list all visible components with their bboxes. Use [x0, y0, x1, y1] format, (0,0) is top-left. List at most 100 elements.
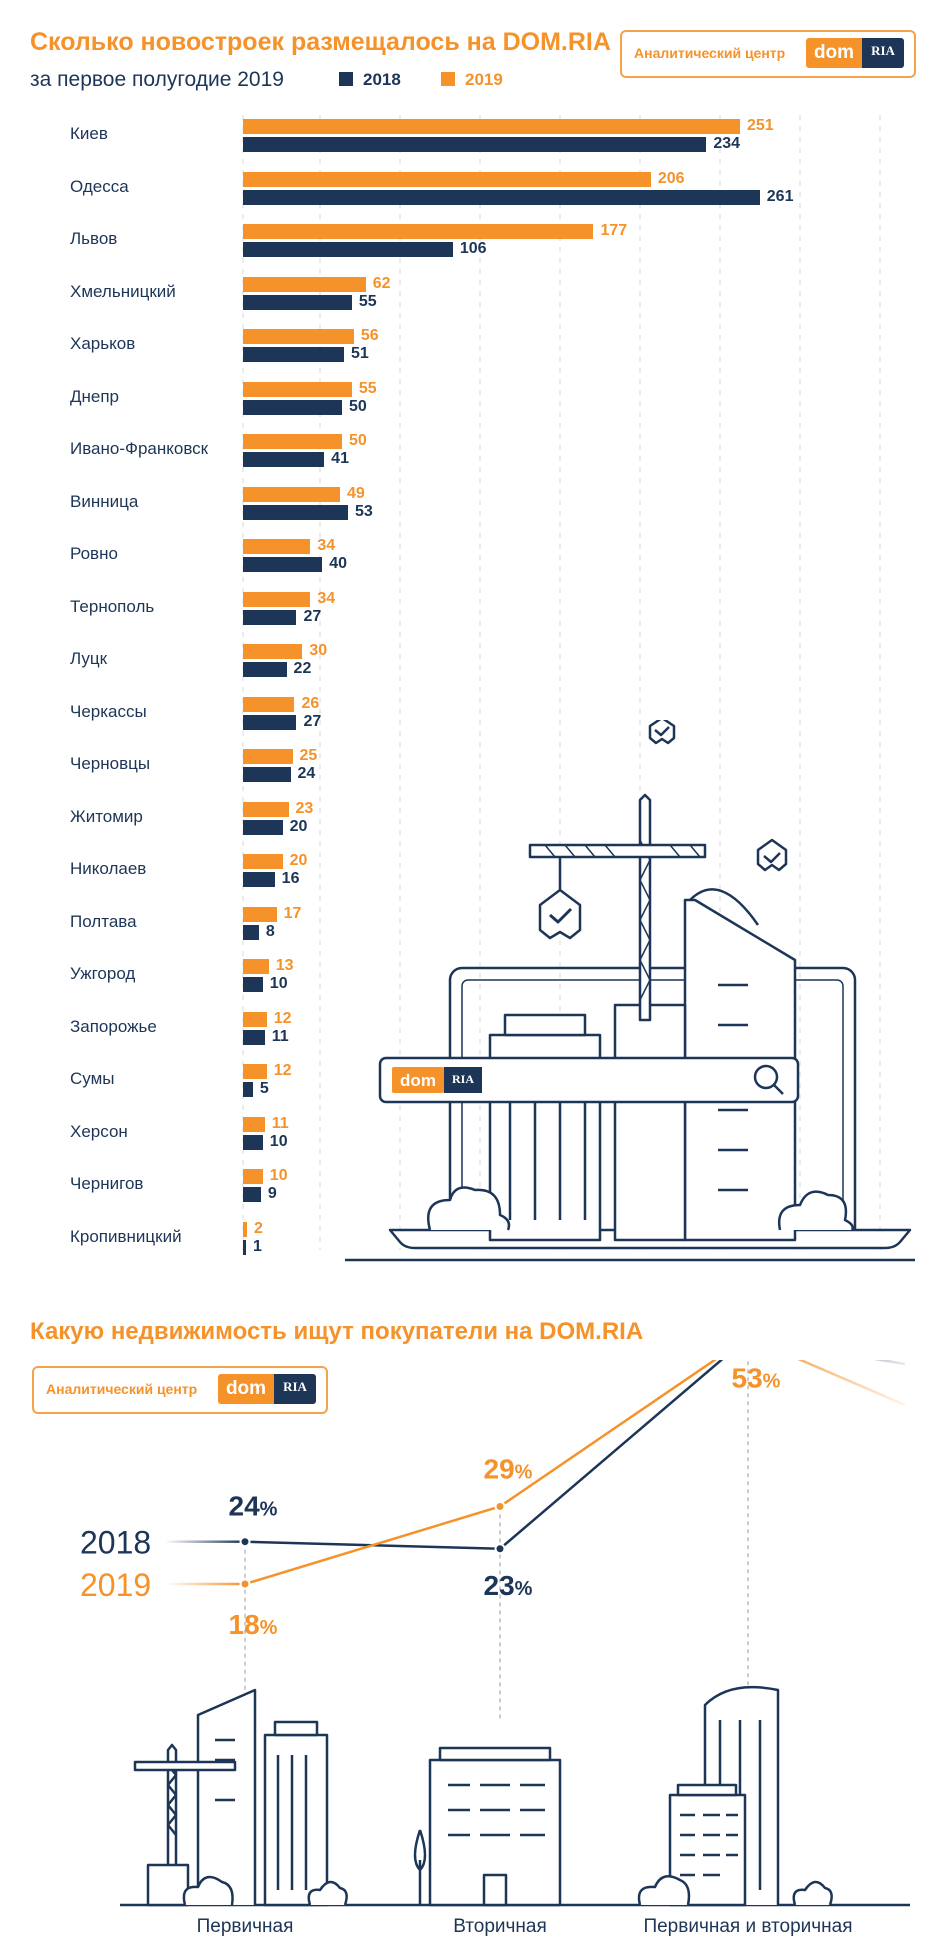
- legend-2019-swatch: [441, 72, 455, 86]
- city-label: Херсон: [70, 1121, 128, 1141]
- value-2019: 56: [360, 327, 379, 344]
- category-label: Первичная и вторичная: [643, 1916, 852, 1937]
- series-2019-leadout: [797, 1360, 906, 1407]
- value-2018: 10: [269, 975, 288, 992]
- value-2019: 34: [317, 589, 336, 607]
- point-2018: [494, 1543, 506, 1555]
- bar-2019: [243, 539, 311, 554]
- city-label: Кропивницкий: [70, 1226, 182, 1246]
- bar-2018: [243, 1239, 246, 1255]
- chart2-line-chart: 24%23%53%18%29%53%20182019ПервичнаяВтори…: [80, 1360, 910, 1937]
- city-label: Ровно: [70, 544, 118, 563]
- ria-logo-text: RIA: [871, 43, 895, 58]
- value-2019: 26: [301, 694, 320, 712]
- chart1-subtitle: за первое полугодие 2019: [30, 68, 284, 91]
- value-2018: 27: [303, 607, 322, 625]
- bar-2018: [243, 504, 348, 520]
- point-2019: [494, 1500, 506, 1512]
- value-2019: 10: [269, 1167, 288, 1184]
- bar-2019: [243, 854, 283, 869]
- bar-2018: [243, 662, 287, 677]
- bar-2018: [243, 1082, 253, 1097]
- brand-label: Аналитический центр: [634, 45, 786, 61]
- bar-2019: [243, 1169, 263, 1184]
- city-label: Ужгород: [70, 964, 136, 983]
- point-2019: [239, 1578, 251, 1590]
- category-label: Первичная: [197, 1916, 294, 1937]
- value-2019: 13: [275, 957, 294, 974]
- value-2018: 234: [713, 135, 741, 152]
- value-2019: 2: [253, 1219, 263, 1237]
- bar-2019: [243, 329, 354, 344]
- value-2019: 30: [309, 642, 328, 659]
- bar-2018: [243, 399, 342, 415]
- brand-badge-bottom[interactable]: Аналитический центр dom RIA: [32, 1366, 328, 1414]
- ria-logo-2: RIA: [274, 1374, 316, 1404]
- value-2018: 22: [293, 660, 312, 677]
- city-label: Львов: [70, 229, 118, 248]
- value-2019: 20: [289, 852, 308, 869]
- city-label: Сумы: [70, 1069, 115, 1088]
- city-label: Луцк: [70, 649, 108, 668]
- city-label: Киев: [70, 124, 108, 143]
- value-2019: 62: [372, 274, 391, 292]
- bar-2018: [243, 1134, 263, 1150]
- bar-2019: [243, 696, 295, 712]
- series-2019-leadin: [165, 1582, 245, 1586]
- city-label: Чернигов: [70, 1174, 144, 1193]
- bar-2018: [243, 924, 259, 940]
- bar-2019: [243, 224, 594, 239]
- svg-text:RIA: RIA: [452, 1072, 474, 1086]
- value-2019: 25: [299, 747, 318, 764]
- dom-logo-2: dom: [218, 1374, 274, 1404]
- data-label-2018: 24%: [229, 1491, 278, 1522]
- laptop-construction-illustration: dom RIA: [345, 720, 915, 1262]
- city-label: Днепр: [70, 386, 120, 406]
- city-label: Ивано-Франковск: [70, 439, 209, 458]
- city-label: Хмельницкий: [70, 281, 176, 301]
- buildings-illustration: [120, 1685, 910, 1907]
- value-2018: 16: [281, 870, 300, 887]
- value-2018: 40: [329, 555, 347, 572]
- data-label-2019: 53%: [732, 1362, 781, 1393]
- bar-2019: [243, 1116, 265, 1132]
- city-label: Полтава: [70, 911, 137, 931]
- city-label: Запорожье: [70, 1016, 157, 1036]
- value-2018: 55: [358, 292, 377, 310]
- bar-2018: [243, 452, 325, 467]
- bar-2018: [243, 977, 263, 992]
- bar-2018: [243, 242, 453, 257]
- city-label: Николаев: [70, 859, 147, 878]
- value-2018: 9: [267, 1185, 277, 1202]
- value-2019: 12: [273, 1009, 292, 1027]
- value-2019: 251: [746, 117, 774, 134]
- value-2019: 34: [317, 537, 336, 554]
- city-label: Винница: [70, 491, 139, 511]
- bar-2018: [243, 1029, 265, 1045]
- value-2018: 20: [289, 817, 308, 835]
- bar-2018: [243, 609, 297, 625]
- value-2019: 11: [271, 1114, 289, 1132]
- value-2018: 53: [354, 502, 373, 520]
- value-2018: 27: [303, 712, 322, 730]
- city-label: Черновцы: [70, 754, 151, 773]
- series-name-2018: 2018: [80, 1525, 151, 1561]
- value-2019: 206: [657, 169, 685, 187]
- bar-2018: [243, 714, 297, 730]
- value-2018: 106: [459, 240, 487, 257]
- value-2019: 177: [600, 222, 628, 239]
- value-2018: 11: [271, 1027, 289, 1045]
- brand-badge-top[interactable]: Аналитический центр dom RIA: [620, 30, 916, 78]
- value-2018: 5: [259, 1080, 269, 1097]
- value-2018: 261: [766, 187, 794, 205]
- data-label-2019: 29%: [484, 1453, 533, 1484]
- value-2019: 12: [273, 1062, 292, 1079]
- bar-2018: [243, 819, 283, 835]
- bar-2019: [243, 276, 366, 292]
- ria-logo-text-2: RIA: [283, 1379, 307, 1394]
- bar-2018: [243, 557, 323, 572]
- value-2018: 50: [349, 397, 367, 415]
- svg-text:dom: dom: [400, 1071, 436, 1090]
- city-label: Харьков: [70, 334, 136, 353]
- legend-2018-label: 2018: [363, 70, 401, 89]
